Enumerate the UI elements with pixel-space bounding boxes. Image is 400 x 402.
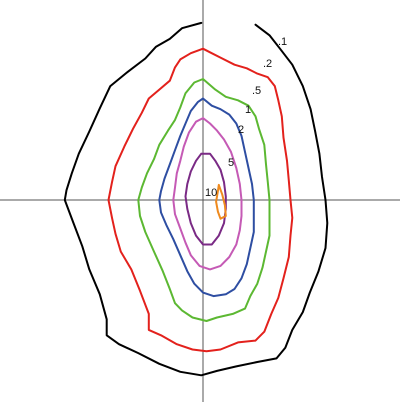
contour-line-5 xyxy=(184,152,227,246)
contour-line-6 xyxy=(215,183,227,220)
contour-line-3 xyxy=(158,97,255,298)
contour-labels: .1 .2 .5 1 2 5 10 xyxy=(205,36,287,199)
contour-label-5: 5 xyxy=(228,157,234,169)
contour-label-2: 2 xyxy=(238,124,244,136)
contour-lines xyxy=(63,21,329,377)
contour-line-2 xyxy=(137,78,271,322)
contour-label-0-2: .2 xyxy=(263,58,272,70)
contour-label-0-5: .5 xyxy=(252,85,261,97)
contour-line-0 xyxy=(63,21,329,377)
contour-label-1: 1 xyxy=(245,104,251,116)
contour-label-10: 10 xyxy=(205,187,217,199)
contour-line-4 xyxy=(172,117,243,271)
contour-line-1 xyxy=(107,47,294,353)
contour-label-0-1: .1 xyxy=(278,36,287,48)
